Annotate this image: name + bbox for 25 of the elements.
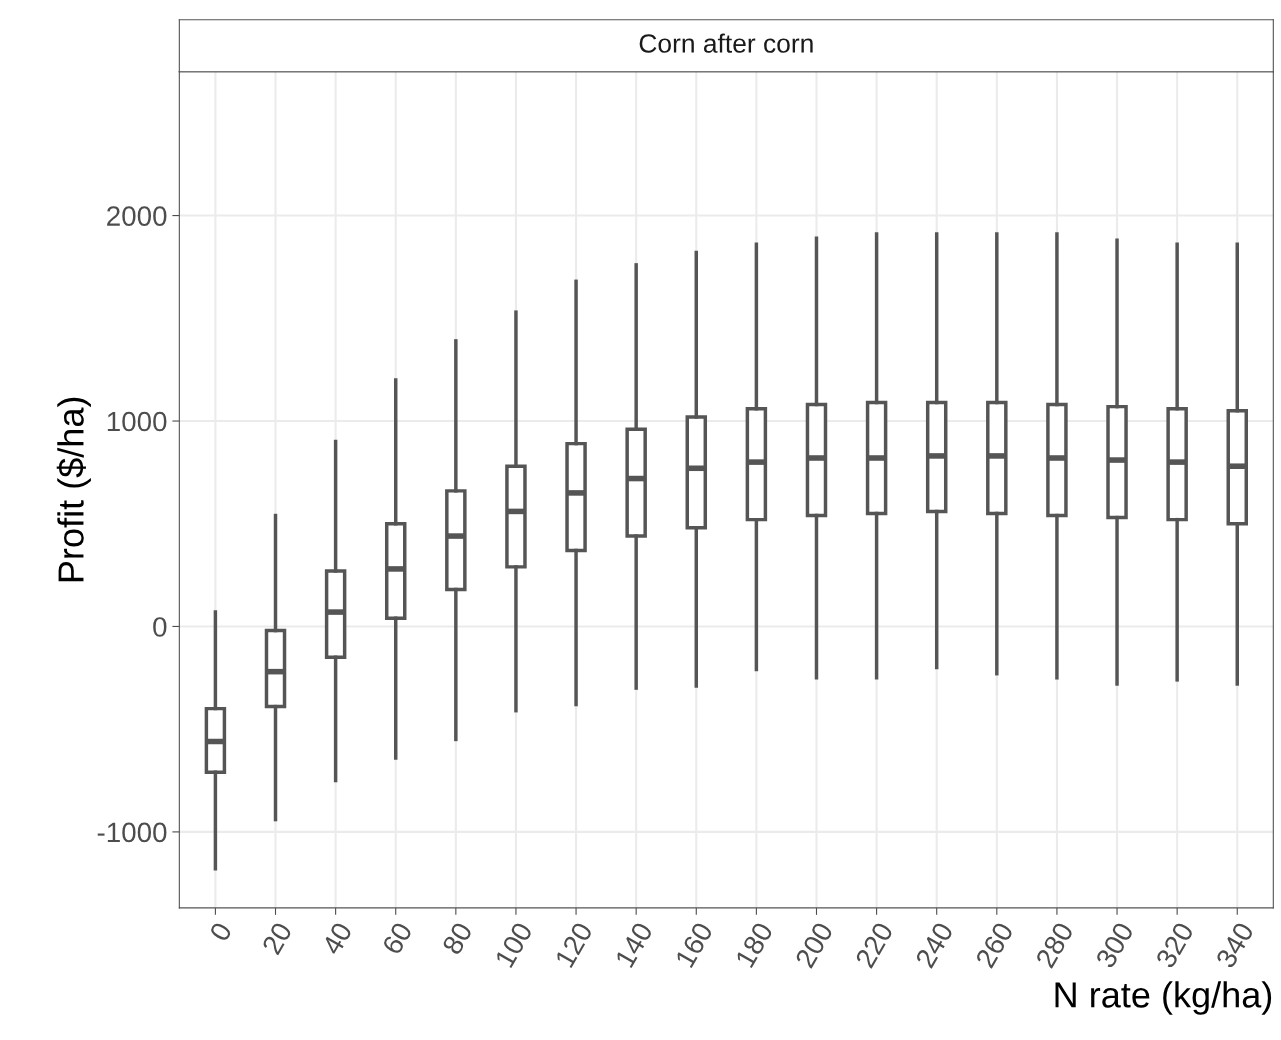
x-tick-label: 280 bbox=[1035, 921, 1075, 969]
x-tick-label: 220 bbox=[854, 921, 894, 969]
chart-title: Corn after corn bbox=[639, 33, 813, 53]
y-tick-label: 0 bbox=[153, 617, 167, 637]
x-tick-label: 120 bbox=[554, 921, 594, 969]
x-tick-label: 160 bbox=[674, 921, 714, 969]
x-tick-label: 320 bbox=[1155, 921, 1195, 970]
x-tick-label: 20 bbox=[261, 921, 293, 956]
x-tick-label: 300 bbox=[1095, 921, 1135, 970]
x-tick-label: 140 bbox=[614, 921, 654, 969]
x-tick-label: 240 bbox=[914, 921, 954, 969]
x-tick-label: 40 bbox=[321, 921, 353, 957]
x-axis-title: N rate (kg/ha) bbox=[1055, 981, 1272, 1015]
x-tick-label: 340 bbox=[1215, 921, 1255, 970]
y-tick-label: 1000 bbox=[107, 411, 167, 432]
x-tick-label: 260 bbox=[974, 921, 1014, 969]
x-tick-label: 200 bbox=[794, 921, 834, 969]
x-tick-label: 60 bbox=[381, 921, 413, 956]
x-tick-label: 80 bbox=[441, 921, 473, 956]
x-tick-label: 100 bbox=[494, 921, 534, 969]
y-tick-label: -1000 bbox=[97, 822, 167, 843]
y-axis-title: Profit ($/ha) bbox=[56, 397, 91, 582]
x-tick-label: 0 bbox=[208, 921, 233, 943]
x-tick-label: 180 bbox=[734, 921, 774, 969]
y-tick-label: 2000 bbox=[107, 206, 167, 226]
